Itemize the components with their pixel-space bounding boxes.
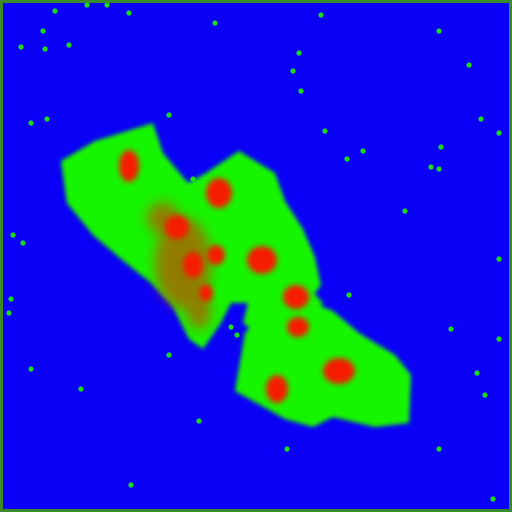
- highlight-spot: [283, 285, 309, 309]
- speck: [436, 446, 442, 452]
- haze-patch: [155, 217, 211, 309]
- speck: [166, 352, 172, 358]
- speck: [166, 112, 172, 118]
- speck: [126, 10, 132, 16]
- highlight-spot: [206, 178, 232, 208]
- speck: [228, 324, 234, 330]
- speck: [66, 42, 72, 48]
- speck: [212, 20, 218, 26]
- speck: [322, 128, 328, 134]
- highlight-spot: [207, 245, 225, 265]
- highlight-spots: [119, 150, 355, 403]
- speck: [42, 46, 48, 52]
- speck: [474, 370, 480, 376]
- speck: [28, 120, 34, 126]
- segmentation-mask-image: [3, 3, 509, 509]
- speck: [8, 296, 14, 302]
- speck: [10, 232, 16, 238]
- speck: [298, 88, 304, 94]
- speck: [448, 326, 454, 332]
- speck: [496, 336, 502, 342]
- speck: [52, 8, 58, 14]
- speck: [296, 50, 302, 56]
- speck-layer: [6, 3, 502, 502]
- speck: [40, 28, 46, 34]
- speck: [436, 166, 442, 172]
- speck: [346, 292, 352, 298]
- speck: [428, 164, 434, 170]
- highlight-spot: [165, 215, 189, 239]
- highlight-spot: [247, 246, 277, 274]
- speck: [496, 256, 502, 262]
- speck: [6, 310, 12, 316]
- speck: [318, 12, 324, 18]
- speck: [18, 44, 24, 50]
- speck: [284, 446, 290, 452]
- highlight-spot: [183, 252, 203, 278]
- highlight-spot: [287, 317, 309, 337]
- speck: [84, 3, 90, 8]
- highlight-spot: [266, 375, 288, 403]
- speck: [104, 3, 110, 8]
- speck: [78, 386, 84, 392]
- speck: [496, 130, 502, 136]
- highlight-spot: [323, 358, 355, 384]
- speck: [290, 68, 296, 74]
- highlight-spot: [119, 150, 139, 182]
- speck: [436, 28, 442, 34]
- speck: [28, 366, 34, 372]
- haze-patch: [187, 293, 211, 329]
- speck: [360, 148, 366, 154]
- speck: [438, 144, 444, 150]
- speck: [478, 116, 484, 122]
- speck: [128, 482, 134, 488]
- speck: [20, 240, 26, 246]
- speck: [482, 392, 488, 398]
- speck: [44, 116, 50, 122]
- speck: [490, 496, 496, 502]
- speck: [196, 418, 202, 424]
- speck: [466, 62, 472, 68]
- speck: [402, 208, 408, 214]
- highlight-spot: [199, 284, 213, 302]
- speck: [344, 156, 350, 162]
- speck: [234, 332, 240, 338]
